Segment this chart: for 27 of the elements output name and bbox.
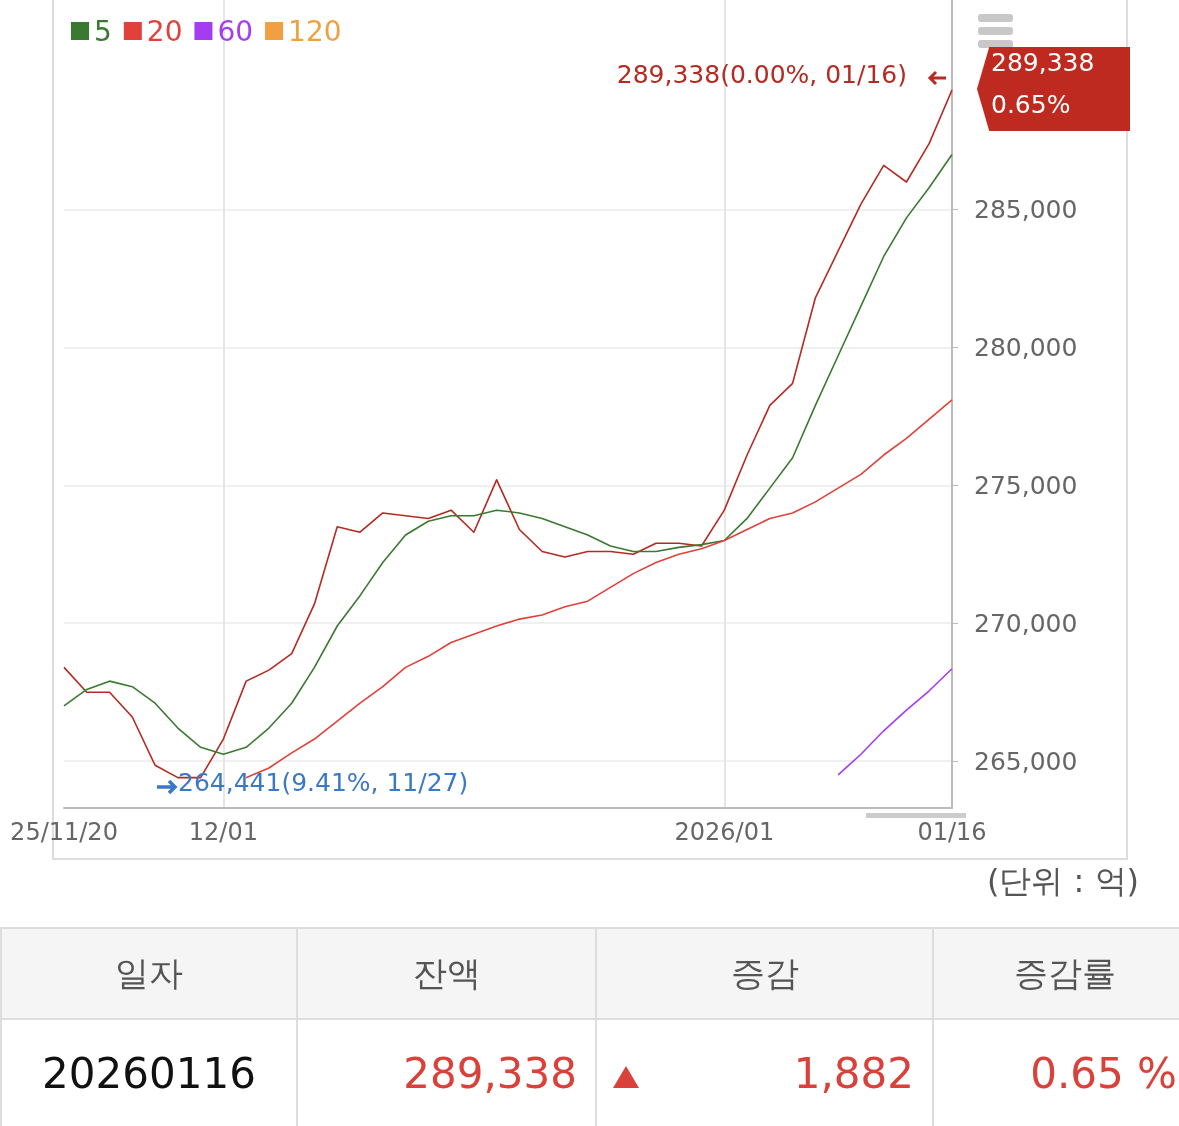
text: 0.65%	[991, 90, 1071, 119]
legend-label: 5	[94, 14, 112, 48]
x-tick-label: 01/16	[917, 818, 987, 846]
category-label: 증감	[596, 928, 933, 1019]
x-tick-label: 12/01	[188, 818, 258, 846]
y-tick-label: 285,000	[974, 195, 1078, 225]
annotation: 289,338(0.00%, 01/16)	[616, 59, 907, 89]
text: 0.65 %	[933, 1019, 1179, 1126]
y-tick-label: 280,000	[974, 332, 1078, 362]
text: 289,338	[297, 1019, 596, 1126]
legend-label: 20	[146, 14, 183, 48]
x-tick-label: 25/11/20	[10, 818, 118, 846]
category-label: 증감률	[933, 928, 1179, 1019]
x-tick-label: 2026/01	[674, 818, 775, 846]
line-series	[837, 667, 953, 776]
text: 1,882	[596, 1019, 933, 1126]
text: 289,338	[991, 48, 1095, 77]
category-label: 잔액	[297, 928, 596, 1019]
legend-label: 120	[288, 14, 342, 48]
category-label: 일자	[1, 928, 297, 1019]
annotation: 264,441(9.41%, 11/27)	[178, 768, 469, 797]
y-tick-label: 265,000	[974, 746, 1078, 776]
text: (단위 : 억)	[986, 861, 1139, 902]
text: 20260116	[1, 1019, 297, 1126]
legend-label: 60	[217, 14, 254, 48]
y-tick-label: 270,000	[974, 608, 1078, 638]
y-tick-label: 275,000	[974, 470, 1078, 500]
